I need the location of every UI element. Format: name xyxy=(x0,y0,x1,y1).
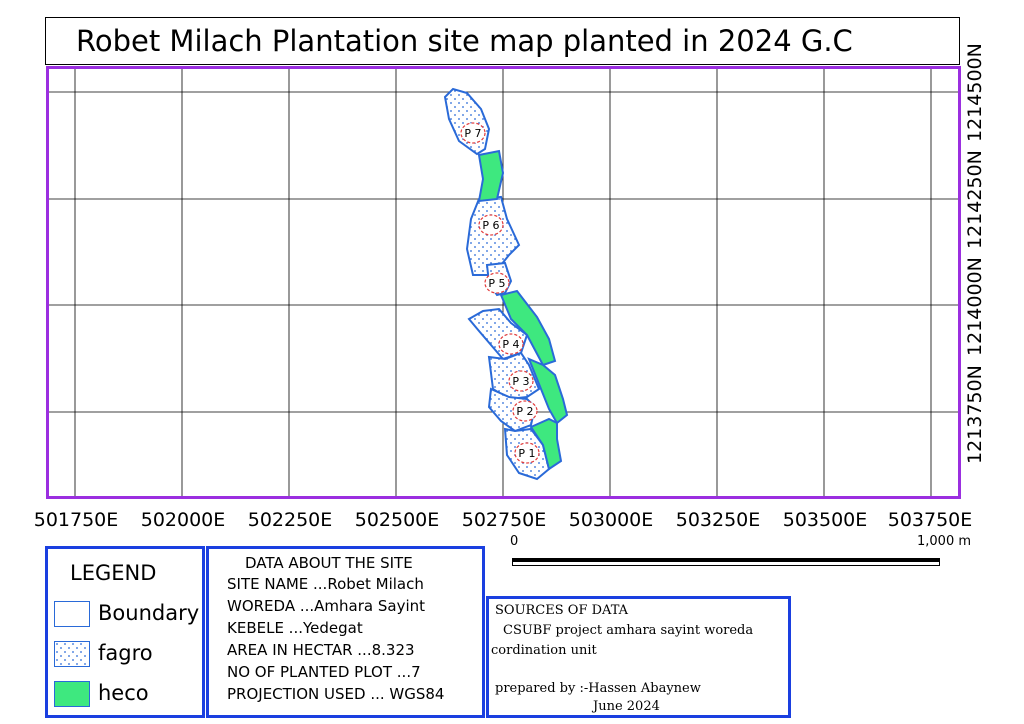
site-info-line: AREA IN HECTAR ...8.323 xyxy=(227,641,415,659)
plot-label-text: P 6 xyxy=(482,219,499,232)
map-title-box: Robet Milach Plantation site map planted… xyxy=(45,17,960,65)
scale-start-label: 0 xyxy=(510,534,519,549)
legend-label: Boundary xyxy=(98,601,200,625)
y-tick-label: 1214500N xyxy=(964,43,986,142)
site-info-panel: DATA ABOUT THE SITE SITE NAME ...Robet M… xyxy=(206,546,485,718)
y-tick-label: 1214250N xyxy=(964,150,986,249)
sources-panel: SOURCES OF DATA CSUBF project amhara say… xyxy=(486,596,791,718)
heco-strip-southmost xyxy=(529,417,563,471)
plot-label-text: P 5 xyxy=(488,277,505,290)
site-info-line: NO OF PLANTED PLOT ...7 xyxy=(227,663,421,681)
map-title: Robet Milach Plantation site map planted… xyxy=(76,24,853,58)
sources-line: cordination unit xyxy=(491,643,597,658)
heco-parcels xyxy=(477,149,569,471)
green-swatch-icon xyxy=(54,681,90,707)
plot-label-5: P 5 xyxy=(484,272,510,294)
plot-label-4: P 4 xyxy=(498,333,524,355)
x-tick-label: 503250E xyxy=(675,509,761,531)
scale-bar: 0 1,000 m xyxy=(510,534,982,574)
map-canvas[interactable]: P 1 P 2 P 3 P 4 P 5 P 6 P 7 xyxy=(49,69,958,496)
prepared-by: prepared by :-Hassen Abaynew xyxy=(495,681,701,696)
plot-label-text: P 1 xyxy=(518,447,535,460)
plot-labels: P 1 P 2 P 3 P 4 P 5 P 6 P 7 xyxy=(460,122,540,464)
heco-strip-mid xyxy=(499,289,557,367)
y-tick-label: 1213750N xyxy=(964,365,986,464)
x-tick-label: 503750E xyxy=(887,509,973,531)
scale-end-label: 1,000 m xyxy=(917,534,972,549)
plot-label-1: P 1 xyxy=(514,442,540,464)
x-tick-label: 503000E xyxy=(568,509,654,531)
x-tick-label: 502250E xyxy=(247,509,333,531)
scale-bar-graphic xyxy=(512,558,940,566)
y-tick-label: 1214000N xyxy=(964,257,986,356)
plot-label-text: P 3 xyxy=(512,375,529,388)
site-info-line: KEBELE ...Yedegat xyxy=(227,619,363,637)
sources-line: CSUBF project amhara sayint woreda xyxy=(503,623,754,638)
plot-label-3: P 3 xyxy=(508,370,534,392)
plot-label-text: P 2 xyxy=(516,405,533,418)
map-frame[interactable]: P 1 P 2 P 3 P 4 P 5 P 6 P 7 xyxy=(46,66,961,499)
legend-panel: LEGEND Boundary fagro heco xyxy=(45,546,205,718)
x-tick-label: 502750E xyxy=(461,509,547,531)
plot-label-text: P 4 xyxy=(502,338,519,351)
site-info-line: WOREDA ...Amhara Sayint xyxy=(227,597,426,615)
heco-strip-north xyxy=(477,149,505,203)
boundary-swatch-icon xyxy=(54,601,90,627)
sources-heading: SOURCES OF DATA xyxy=(495,603,629,618)
legend-title: LEGEND xyxy=(70,561,157,585)
legend-label: heco xyxy=(98,681,149,705)
site-info-line: SITE NAME ...Robet Milach xyxy=(227,575,424,593)
legend-label: fagro xyxy=(98,641,153,665)
site-info-line: PROJECTION USED ... WGS84 xyxy=(227,685,445,703)
x-tick-label: 502500E xyxy=(354,509,440,531)
parcel-p6 xyxy=(465,195,521,276)
dotted-swatch-icon xyxy=(54,641,90,667)
heco-strip-south xyxy=(527,357,569,425)
x-tick-label: 503500E xyxy=(782,509,868,531)
plot-label-6: P 6 xyxy=(478,214,504,236)
plot-label-7: P 7 xyxy=(460,122,486,144)
plot-label-text: P 7 xyxy=(464,127,481,140)
plot-label-2: P 2 xyxy=(512,400,538,422)
x-tick-label: 502000E xyxy=(140,509,226,531)
parcel-p7 xyxy=(443,87,491,156)
site-info-heading: DATA ABOUT THE SITE xyxy=(245,554,413,572)
prepared-date: June 2024 xyxy=(593,699,660,714)
x-tick-label: 501750E xyxy=(33,509,119,531)
